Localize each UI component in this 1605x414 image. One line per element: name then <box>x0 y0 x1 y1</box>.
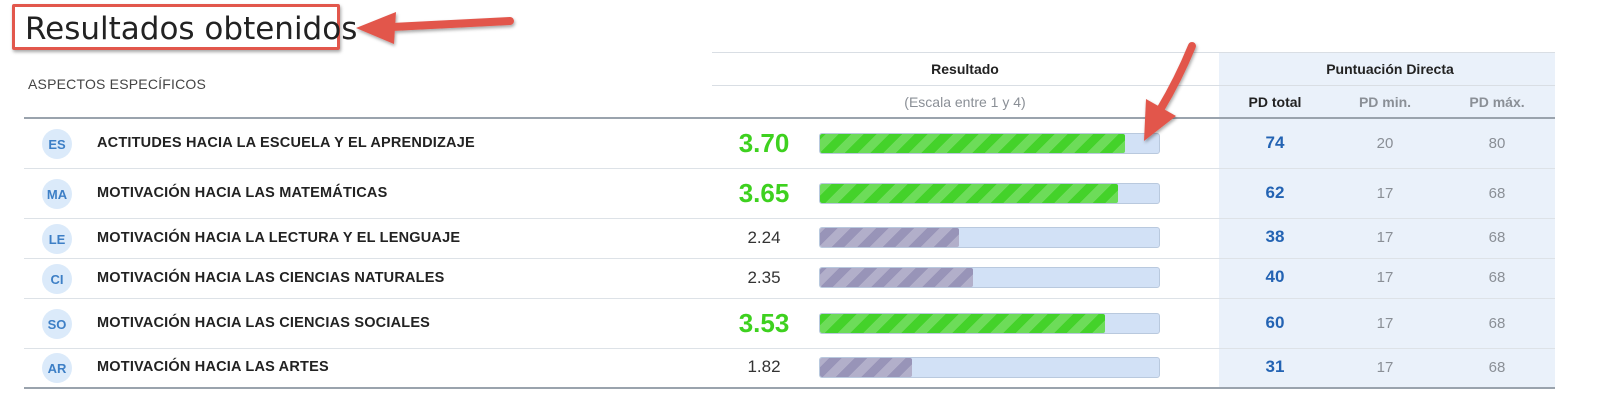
score-value: 3.53 <box>738 308 790 338</box>
pd-min-value: 17 <box>1376 315 1394 332</box>
escala-subheader: (Escala entre 1 y 4) <box>904 94 1026 110</box>
pd-max-value: 68 <box>1488 359 1506 376</box>
aspect-code-badge: AR <box>42 353 72 383</box>
pd-min-value: 20 <box>1376 135 1394 152</box>
table-row: ES ACTITUDES HACIA LA ESCUELA Y EL APREN… <box>24 119 1555 169</box>
pd-max-value: 80 <box>1488 135 1506 152</box>
table-row: AR MOTIVACIÓN HACIA LAS ARTES 1.82 31 17… <box>24 349 1555 387</box>
score-bar-fill <box>820 358 912 377</box>
pd-min-value: 17 <box>1376 359 1394 376</box>
aspect-label: MOTIVACIÓN HACIA LAS CIENCIAS NATURALES <box>97 270 445 286</box>
table-row: SO MOTIVACIÓN HACIA LAS CIENCIAS SOCIALE… <box>24 299 1555 349</box>
pd-min-value: 17 <box>1376 269 1394 286</box>
score-bar <box>819 133 1160 154</box>
pd-total-value: 40 <box>1265 267 1285 286</box>
pd-total-value: 74 <box>1265 133 1285 152</box>
header-mid-line <box>712 85 1555 86</box>
pd-min-value: 17 <box>1376 229 1394 246</box>
score-value: 1.82 <box>747 357 781 376</box>
pd-min-header: PD min. <box>1358 94 1412 110</box>
aspect-code-badge: SO <box>42 309 72 339</box>
aspect-label: MOTIVACIÓN HACIA LA LECTURA Y EL LENGUAJ… <box>97 230 461 246</box>
row-divider <box>24 168 1555 169</box>
pd-max-value: 68 <box>1488 315 1506 332</box>
pd-max-value: 68 <box>1488 229 1506 246</box>
pd-max-header: PD máx. <box>1469 94 1525 110</box>
title-arrow-icon <box>356 12 514 44</box>
aspect-code-badge: CI <box>42 264 72 294</box>
title-highlight-box: Resultados obtenidos <box>12 4 357 50</box>
score-bar <box>819 227 1160 248</box>
table-row: MA MOTIVACIÓN HACIA LAS MATEMÁTICAS 3.65… <box>24 169 1555 219</box>
section-label: ASPECTOS ESPECÍFICOS <box>28 76 207 92</box>
aspect-label: MOTIVACIÓN HACIA LAS CIENCIAS SOCIALES <box>97 315 431 331</box>
score-bar-fill <box>820 134 1126 153</box>
score-value: 2.24 <box>747 228 781 247</box>
row-divider <box>24 258 1555 259</box>
puntuacion-directa-column-bg <box>1219 52 1555 388</box>
header-top-line <box>712 52 1555 53</box>
aspect-code-badge: ES <box>42 129 72 159</box>
pd-max-value: 68 <box>1488 269 1506 286</box>
page-title: Resultados obtenidos <box>25 11 358 47</box>
aspect-label: MOTIVACIÓN HACIA LAS ARTES <box>97 359 329 375</box>
pd-total-value: 60 <box>1265 313 1285 332</box>
pd-max-value: 68 <box>1488 185 1506 202</box>
row-divider <box>24 218 1555 219</box>
puntuacion-directa-header: Puntuación Directa <box>1326 61 1454 77</box>
pd-total-value: 62 <box>1265 183 1285 202</box>
score-bar-fill <box>820 228 959 247</box>
aspect-code-badge: LE <box>42 224 72 254</box>
score-value: 2.35 <box>747 268 781 287</box>
row-divider <box>24 298 1555 299</box>
table-bottom-line <box>24 387 1555 389</box>
table-row: LE MOTIVACIÓN HACIA LA LECTURA Y EL LENG… <box>24 219 1555 259</box>
score-bar <box>819 357 1160 378</box>
resultado-header: Resultado <box>931 61 999 77</box>
score-bar <box>819 183 1160 204</box>
aspect-label: ACTITUDES HACIA LA ESCUELA Y EL APRENDIZ… <box>97 135 475 151</box>
score-bar <box>819 313 1160 334</box>
pd-total-header: PD total <box>1248 94 1302 110</box>
aspect-label: MOTIVACIÓN HACIA LAS MATEMÁTICAS <box>97 185 388 201</box>
score-value: 3.65 <box>738 178 790 208</box>
aspect-code-badge: MA <box>42 179 72 209</box>
row-divider <box>24 348 1555 349</box>
header-bottom-line <box>24 117 1555 119</box>
pd-total-value: 31 <box>1265 357 1285 376</box>
pd-total-value: 38 <box>1265 227 1285 246</box>
score-bar-fill <box>820 268 973 287</box>
score-bar-fill <box>820 184 1119 203</box>
score-value: 3.70 <box>738 128 790 158</box>
score-bar-fill <box>820 314 1105 333</box>
table-row: CI MOTIVACIÓN HACIA LAS CIENCIAS NATURAL… <box>24 259 1555 299</box>
score-bar <box>819 267 1160 288</box>
pd-min-value: 17 <box>1376 185 1394 202</box>
